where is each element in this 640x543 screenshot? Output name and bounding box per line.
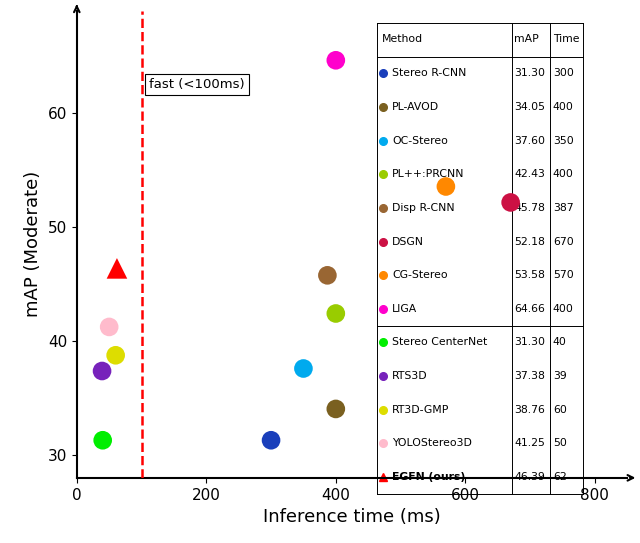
- Text: 60: 60: [553, 405, 567, 415]
- Text: Stereo R-CNN: Stereo R-CNN: [392, 68, 467, 78]
- Text: 570: 570: [553, 270, 573, 280]
- Text: Method: Method: [382, 34, 424, 44]
- Text: 45.78: 45.78: [515, 203, 545, 213]
- Point: [331, 309, 341, 318]
- Text: 50: 50: [553, 438, 567, 449]
- Point: [112, 264, 122, 273]
- Text: DSGN: DSGN: [392, 237, 424, 247]
- Text: Stereo CenterNet: Stereo CenterNet: [392, 337, 488, 348]
- Text: Time: Time: [553, 34, 579, 44]
- Text: 64.66: 64.66: [515, 304, 545, 314]
- Text: 34.05: 34.05: [515, 102, 545, 112]
- X-axis label: Inference time (ms): Inference time (ms): [263, 508, 441, 526]
- Text: PL-AVOD: PL-AVOD: [392, 102, 439, 112]
- Text: OC-Stereo: OC-Stereo: [392, 136, 448, 146]
- Text: LIGA: LIGA: [392, 304, 417, 314]
- Text: 38.76: 38.76: [515, 405, 545, 415]
- Text: 670: 670: [553, 237, 573, 247]
- Text: mAP: mAP: [515, 34, 539, 44]
- Text: Disp R-CNN: Disp R-CNN: [392, 203, 455, 213]
- Text: PL++:PRCNN: PL++:PRCNN: [392, 169, 465, 179]
- Text: RTS3D: RTS3D: [392, 371, 428, 381]
- Text: 300: 300: [553, 68, 574, 78]
- Point: [298, 364, 308, 373]
- Point: [331, 405, 341, 413]
- Text: 37.60: 37.60: [515, 136, 545, 146]
- Text: 42.43: 42.43: [515, 169, 545, 179]
- Point: [111, 351, 121, 359]
- Text: 37.38: 37.38: [515, 371, 545, 381]
- Text: 400: 400: [553, 304, 574, 314]
- Text: YOLOStereo3D: YOLOStereo3D: [392, 438, 472, 449]
- Text: CG-Stereo: CG-Stereo: [392, 270, 448, 280]
- Text: 387: 387: [553, 203, 573, 213]
- Y-axis label: mAP (Moderate): mAP (Moderate): [24, 171, 42, 318]
- Text: 400: 400: [553, 169, 574, 179]
- Point: [441, 182, 451, 191]
- Point: [97, 436, 108, 445]
- Point: [506, 198, 516, 207]
- Text: 62: 62: [553, 472, 566, 482]
- Text: 53.58: 53.58: [515, 270, 545, 280]
- Text: 350: 350: [553, 136, 573, 146]
- Text: fast (<100ms): fast (<100ms): [149, 78, 245, 91]
- Text: 41.25: 41.25: [515, 438, 545, 449]
- Text: 39: 39: [553, 371, 566, 381]
- Point: [104, 323, 115, 331]
- Text: 31.30: 31.30: [515, 68, 545, 78]
- Text: 40: 40: [553, 337, 567, 348]
- Text: 31.30: 31.30: [515, 337, 545, 348]
- Text: 46.39: 46.39: [515, 472, 545, 482]
- Point: [323, 271, 333, 280]
- Text: RT3D-GMP: RT3D-GMP: [392, 405, 449, 415]
- Point: [97, 367, 107, 375]
- Text: EGFN (ours): EGFN (ours): [392, 472, 465, 482]
- Text: 52.18: 52.18: [515, 237, 545, 247]
- Text: 400: 400: [553, 102, 574, 112]
- Point: [266, 436, 276, 445]
- Point: [331, 56, 341, 65]
